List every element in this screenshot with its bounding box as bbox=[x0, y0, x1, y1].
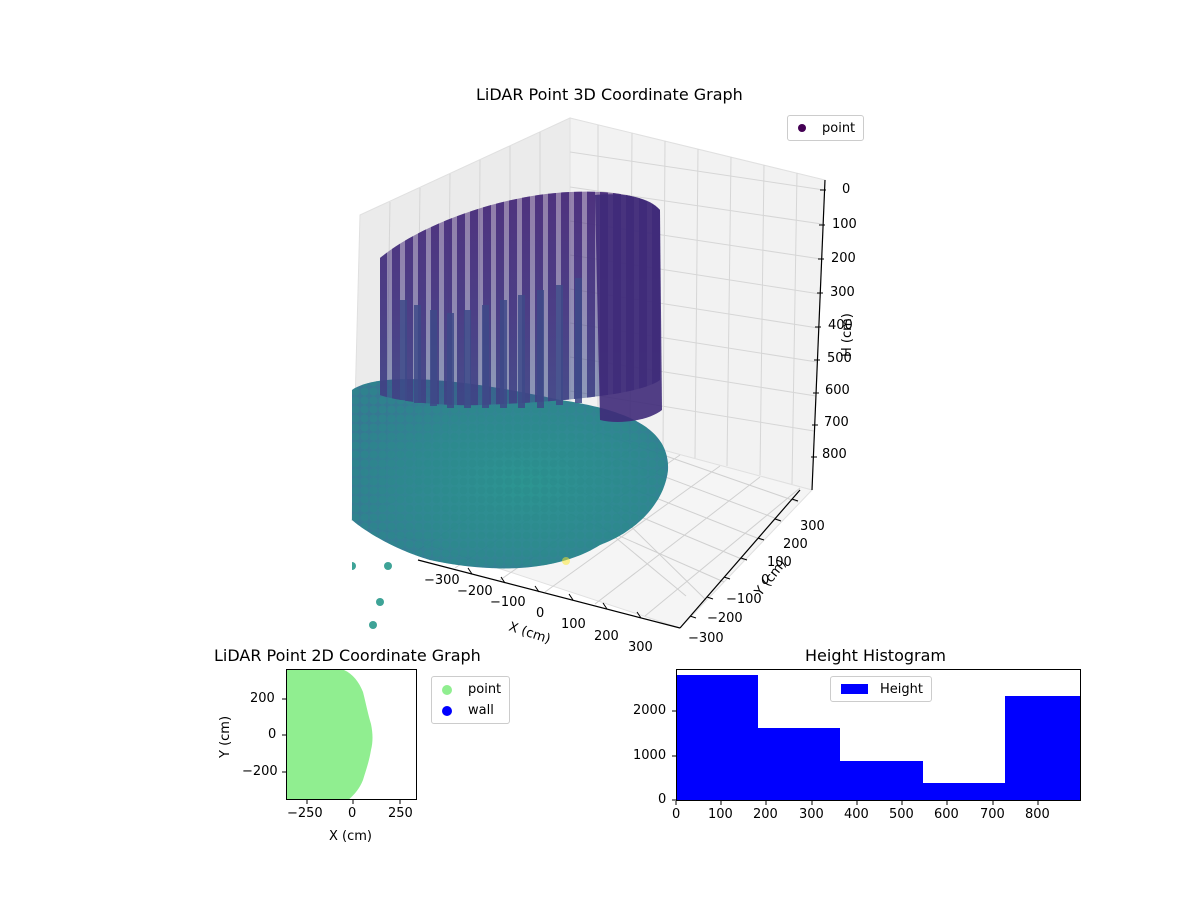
y-tick-label: 200 bbox=[250, 691, 275, 706]
z-tick-label: 700 bbox=[824, 415, 849, 430]
chart-3d-plot bbox=[350, 117, 826, 629]
chart-3d-title: LiDAR Point 3D Coordinate Graph bbox=[476, 85, 743, 104]
y-tick-label: 2000 bbox=[633, 703, 667, 718]
z-tick-label: 300 bbox=[830, 285, 855, 300]
y-axis-label: Y (cm) bbox=[218, 715, 233, 758]
histogram-title: Height Histogram bbox=[805, 646, 946, 665]
y-tick-label: −300 bbox=[688, 631, 724, 646]
histogram-ticks bbox=[672, 710, 1039, 805]
histogram-legend: Height bbox=[830, 676, 932, 702]
legend-label-point: point bbox=[468, 682, 502, 697]
x-tick-label: 200 bbox=[594, 629, 619, 644]
y-tick-label: 100 bbox=[767, 555, 792, 570]
x-tick-label: 300 bbox=[799, 807, 824, 822]
y-tick-label: 200 bbox=[783, 537, 808, 552]
histogram-plot-area bbox=[676, 669, 1081, 801]
x-tick-label: 200 bbox=[753, 807, 778, 822]
legend-label-point: point bbox=[822, 120, 856, 136]
x-tick-label: −100 bbox=[490, 595, 526, 610]
chart-2d-ticks bbox=[282, 698, 401, 804]
chart-2d-legend: point wall bbox=[431, 676, 511, 724]
z-axis-label: H (cm) bbox=[840, 313, 855, 357]
y-tick-label: 0 bbox=[658, 792, 667, 807]
z-tick-label: 200 bbox=[831, 251, 856, 266]
z-tick-label: 500 bbox=[827, 351, 852, 366]
x-tick-label: 800 bbox=[1025, 807, 1050, 822]
x-tick-label: 600 bbox=[934, 807, 959, 822]
x-tick-label: 400 bbox=[844, 807, 869, 822]
y-tick-label: −200 bbox=[707, 611, 743, 626]
point-cloud bbox=[352, 191, 669, 629]
x-axis-label: X (cm) bbox=[329, 829, 372, 844]
y-tick-label: 1000 bbox=[633, 748, 667, 763]
x-tick-label: 300 bbox=[628, 640, 653, 655]
x-tick-label: 250 bbox=[388, 806, 413, 821]
point-region bbox=[287, 670, 373, 799]
legend-label-height: Height bbox=[880, 681, 923, 697]
height-legend-swatch-icon bbox=[841, 684, 868, 694]
z-tick-label: 800 bbox=[822, 447, 847, 462]
y-tick-label: 0 bbox=[761, 573, 770, 588]
y-tick-label: 300 bbox=[800, 519, 825, 534]
y-tick-label: 0 bbox=[268, 727, 277, 742]
y-tick-label: −200 bbox=[242, 764, 278, 779]
x-tick-label: 100 bbox=[561, 617, 586, 632]
z-tick-label: 0 bbox=[842, 182, 851, 197]
point-legend-marker-icon bbox=[798, 124, 806, 132]
z-tick-label: 600 bbox=[825, 383, 850, 398]
chart-3d-legend: point bbox=[787, 115, 865, 141]
chart-2d-title: LiDAR Point 2D Coordinate Graph bbox=[214, 646, 481, 665]
y-tick-label: −100 bbox=[726, 592, 762, 607]
x-tick-label: 100 bbox=[708, 807, 733, 822]
x-tick-label: 0 bbox=[348, 806, 357, 821]
legend-label-wall: wall bbox=[468, 703, 494, 718]
x-tick-label: 0 bbox=[536, 606, 545, 621]
x-tick-label: −250 bbox=[287, 806, 323, 821]
x-tick-label: 500 bbox=[889, 807, 914, 822]
point-legend-marker-icon bbox=[442, 684, 452, 695]
x-tick-label: −300 bbox=[424, 573, 460, 588]
wall-legend-marker-icon bbox=[442, 705, 452, 716]
x-tick-label: −200 bbox=[457, 584, 493, 599]
x-tick-label: 0 bbox=[672, 807, 681, 822]
histogram-bars bbox=[677, 675, 1080, 800]
x-tick-label: 700 bbox=[980, 807, 1005, 822]
z-tick-label: 100 bbox=[832, 217, 857, 232]
chart-2d-plot-area bbox=[286, 669, 417, 800]
z-tick-label: 400 bbox=[828, 318, 853, 333]
